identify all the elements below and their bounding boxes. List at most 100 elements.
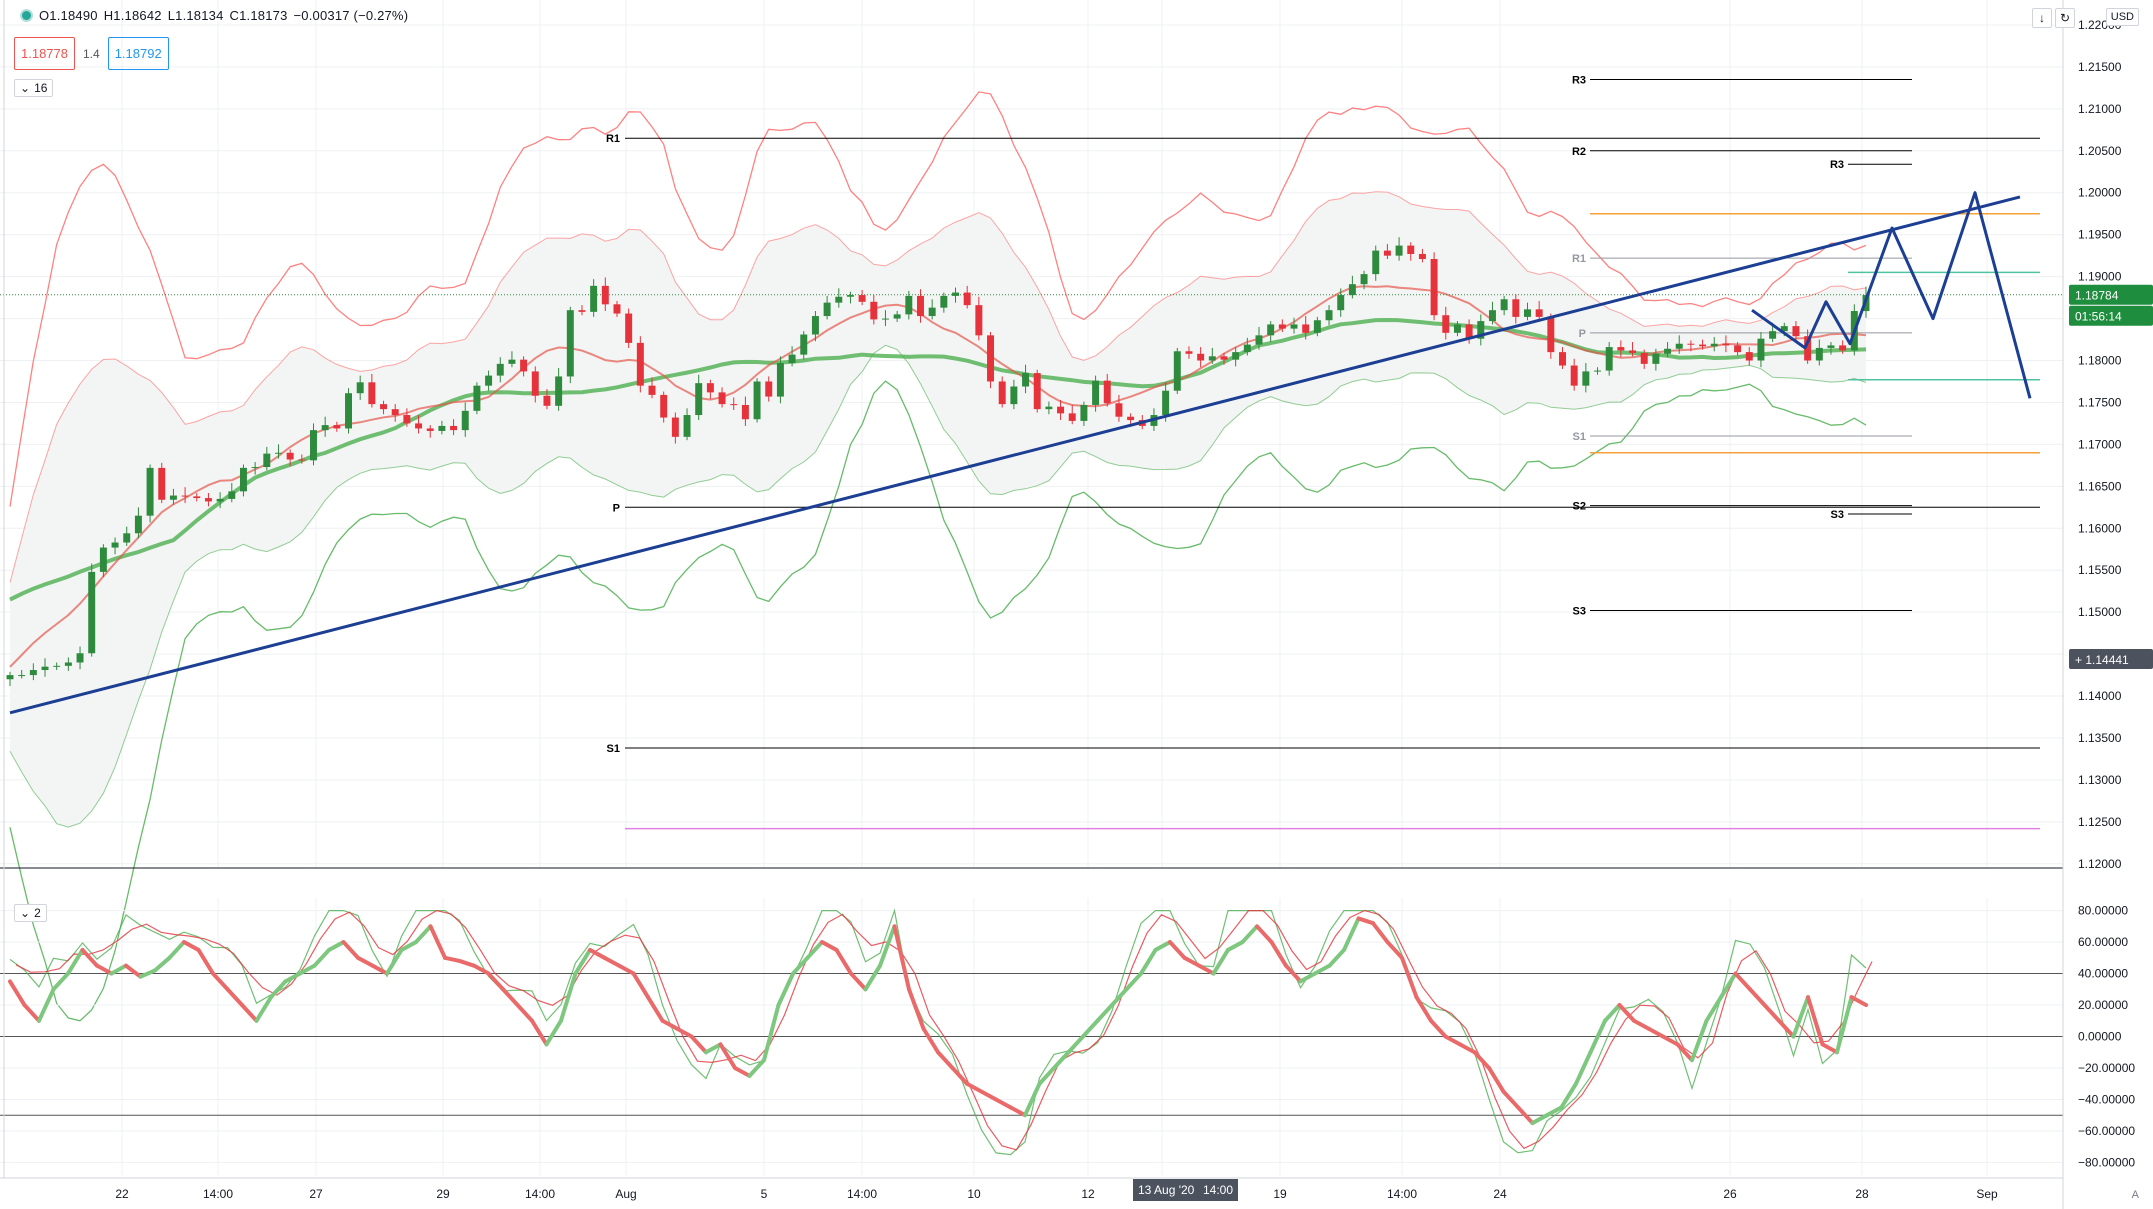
candle-body: [835, 296, 843, 303]
upper-outer-band: [9, 91, 1867, 507]
osc-main-segment: [196, 947, 215, 976]
time-tick-label: 29: [436, 1187, 450, 1201]
time-tick-label: Aug: [615, 1187, 636, 1201]
candle-body: [625, 313, 633, 343]
pivot-label-left-p: P: [613, 502, 620, 514]
candle-body: [975, 305, 983, 336]
osc-main-segment: [1168, 940, 1187, 960]
candle-body: [1290, 324, 1298, 329]
osc-main-segment: [153, 955, 172, 973]
time-tick-label: 19: [1273, 1187, 1287, 1201]
candle-body: [695, 383, 703, 416]
candle-body: [917, 295, 924, 317]
osc-main-segment: [1835, 995, 1854, 1055]
candle-body: [298, 459, 306, 461]
candle-body: [333, 425, 341, 429]
osc-main-segment: [1806, 995, 1825, 1047]
pivot-label-mid-r1: R1: [1572, 253, 1586, 265]
osc-main-segment: [327, 940, 346, 952]
candle-body: [461, 410, 469, 431]
osc-main-segment: [1748, 987, 1767, 1008]
candle-body: [88, 571, 96, 654]
osc-main-segment: [1371, 921, 1390, 945]
osc-main-segment: [1574, 1050, 1593, 1086]
candle-body: [753, 381, 761, 420]
osc-main-segment: [1530, 1113, 1549, 1126]
currency-label[interactable]: USD: [2105, 8, 2139, 26]
time-tick-label: 22: [115, 1187, 129, 1201]
candle-body: [1465, 324, 1473, 339]
osc-main-segment: [1791, 995, 1810, 1039]
candle-body: [391, 409, 399, 416]
candle-body: [1068, 413, 1076, 421]
candle-body: [671, 417, 679, 437]
osc-main-segment: [457, 958, 476, 968]
osc-tick-label: −40.00000: [2078, 1092, 2135, 1106]
osc-tick-label: 60.00000: [2078, 935, 2128, 949]
candle-body: [1827, 345, 1835, 348]
countdown-tag-bg: [2069, 305, 2153, 326]
time-tick-label: 12: [1081, 1187, 1095, 1201]
candle-body: [41, 666, 49, 671]
ohlc-close: C1.18173: [229, 8, 288, 23]
indicators-toggle-sub[interactable]: ⌄ 2: [14, 904, 47, 922]
candle-body: [64, 662, 72, 666]
refresh-icon[interactable]: ↻: [2055, 8, 2075, 28]
osc-tick-label: −20.00000: [2078, 1061, 2135, 1075]
candle-body: [181, 495, 189, 497]
crosshair-time: 14:00: [1198, 1179, 1239, 1201]
osc-main-segment: [80, 947, 99, 968]
osc-main-segment: [1559, 1081, 1578, 1110]
indicators-toggle-main[interactable]: ⌄ 16: [14, 79, 54, 97]
candle-body: [1407, 245, 1415, 254]
osc-main-segment: [399, 940, 418, 952]
candle-body: [613, 304, 621, 314]
candle-body: [636, 342, 644, 386]
osc-main-segment: [588, 947, 607, 960]
crosshair-price-tag-bg: [2069, 649, 2153, 670]
price-tick-label: 1.13000: [2078, 773, 2122, 787]
osc-main-segment: [1327, 947, 1346, 968]
osc-main-segment: [530, 1018, 549, 1047]
osc-main-segment: [979, 1089, 998, 1102]
osc-main-segment: [834, 947, 853, 976]
candle-body: [485, 375, 493, 386]
osc-main-segment: [312, 947, 331, 968]
osc-main-segment: [167, 940, 186, 960]
buy-price-button[interactable]: 1.18792: [107, 37, 169, 70]
osc-main-segment: [472, 963, 491, 976]
osc-main-segment: [1226, 940, 1245, 952]
candle-body: [1057, 406, 1065, 414]
osc-main-segment: [1849, 995, 1868, 1008]
osc-main-segment: [1820, 1042, 1839, 1055]
osc-fast-line: [9, 908, 1867, 1156]
candle-body: [239, 467, 247, 492]
lower-outer-band: [9, 380, 1867, 1022]
osc-main-segment: [1429, 1018, 1448, 1039]
candle-body: [6, 675, 14, 680]
price-tick-label: 1.16500: [2078, 479, 2122, 493]
price-tick-label: 1.12500: [2078, 815, 2122, 829]
sell-price-button[interactable]: 1.18778: [14, 37, 75, 70]
candle-body: [1337, 295, 1345, 311]
auto-scale-toggle[interactable]: A: [2131, 1189, 2139, 1201]
candle-body: [1617, 347, 1625, 351]
candle-body: [660, 394, 668, 418]
osc-main-segment: [617, 963, 636, 976]
candle-body: [438, 425, 446, 431]
candle-body: [158, 467, 166, 500]
time-tick-label: Sep: [1976, 1187, 1998, 1201]
candle-body: [1780, 326, 1788, 332]
ohlc-low: L1.18134: [167, 8, 224, 23]
candle-body: [426, 428, 434, 431]
osc-main-segment: [1400, 955, 1419, 1000]
candle-body: [263, 453, 271, 468]
pivot-label-left-s1: S1: [607, 743, 620, 755]
candle-body: [1127, 416, 1135, 421]
candle-body: [508, 359, 516, 364]
candle-body: [1092, 380, 1100, 405]
scroll-down-icon[interactable]: ↓: [2032, 8, 2052, 28]
candle-body: [1267, 324, 1275, 336]
osc-main-segment: [1124, 971, 1143, 992]
